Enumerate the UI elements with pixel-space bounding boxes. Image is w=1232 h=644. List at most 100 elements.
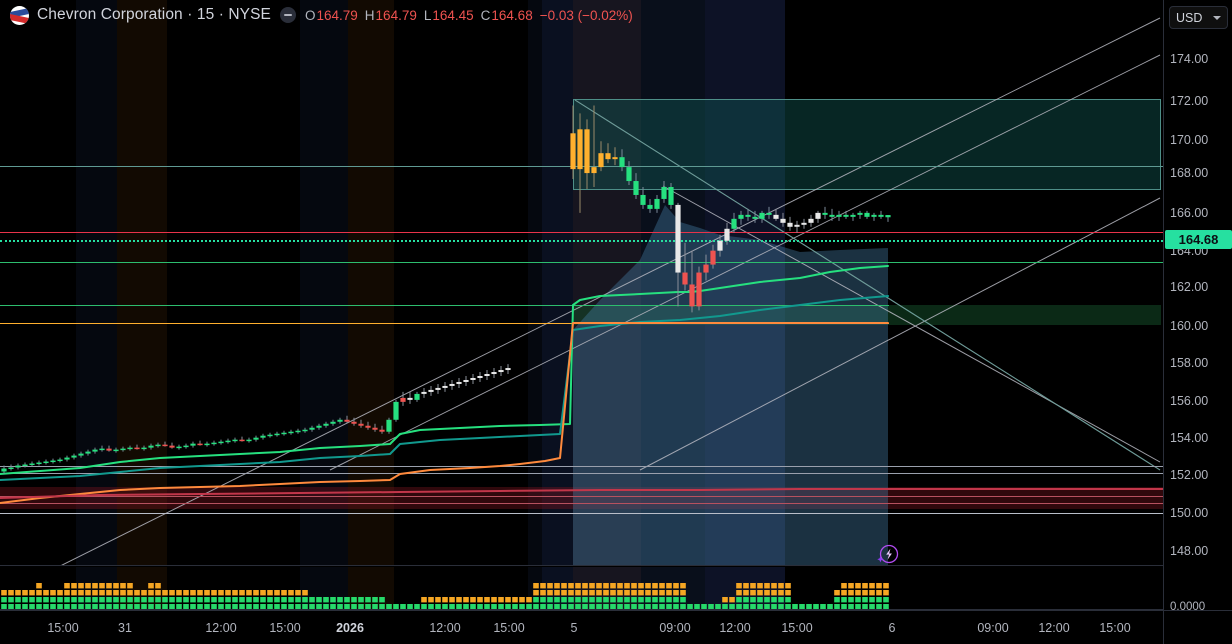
pivot-line-grey-2[interactable] [0,473,1163,474]
candle[interactable] [64,455,70,462]
candle[interactable] [92,447,98,454]
candle[interactable] [113,447,119,453]
candle[interactable] [162,441,168,447]
candle[interactable] [836,210,842,221]
candle[interactable] [1,465,7,474]
candle[interactable] [120,446,126,452]
candle[interactable] [745,208,751,221]
candle[interactable] [351,417,357,426]
candle[interactable] [724,222,730,245]
candle[interactable] [204,441,210,447]
candle[interactable] [8,464,14,471]
candle[interactable] [591,105,597,188]
volume-pane[interactable] [0,567,1163,610]
pivot-line-pink-2[interactable] [0,503,1163,504]
candle[interactable] [682,242,688,291]
candle[interactable] [470,374,476,384]
candle[interactable] [22,462,28,468]
candle[interactable] [295,428,301,434]
candle[interactable] [169,442,175,449]
candle[interactable] [570,105,576,180]
candlestick-series[interactable] [0,0,1163,565]
candle[interactable] [843,210,849,219]
candle[interactable] [759,210,765,223]
orange-level-line[interactable] [0,323,889,324]
pivot-line-white[interactable] [0,513,1163,514]
candle[interactable] [626,161,632,186]
candle[interactable] [393,399,399,422]
candle[interactable] [99,445,105,452]
candle[interactable] [372,423,378,432]
candle[interactable] [675,202,681,307]
candle[interactable] [857,210,863,219]
candle[interactable] [808,214,814,227]
candle[interactable] [801,218,807,229]
candle[interactable] [183,443,189,449]
ai-lightning-badge[interactable] [874,543,900,565]
candle[interactable] [766,206,772,219]
candle[interactable] [850,212,856,221]
candle[interactable] [442,381,448,392]
candle[interactable] [428,385,434,396]
price-scale[interactable]: USD 174.00 172.00 170.00 168.00 166.00 164.00… [1163,0,1232,613]
candle[interactable] [36,460,42,466]
candle[interactable] [15,463,21,470]
last-price-line[interactable] [0,240,1163,242]
candle[interactable] [773,208,779,221]
candle[interactable] [864,210,870,219]
candle[interactable] [43,459,49,465]
candle[interactable] [787,216,793,231]
candle[interactable] [127,445,133,451]
currency-selector[interactable]: USD [1169,6,1228,29]
candle[interactable] [640,187,646,209]
candle[interactable] [449,379,455,390]
candle[interactable] [309,425,315,432]
candle[interactable] [78,451,84,458]
candle[interactable] [106,445,112,452]
candle[interactable] [344,415,350,423]
candle[interactable] [148,443,154,450]
candle[interactable] [414,391,420,402]
candle[interactable] [463,376,469,386]
candle[interactable] [232,437,238,443]
candle[interactable] [780,212,786,227]
candle[interactable] [267,432,273,438]
candle[interactable] [288,429,294,435]
resistance-line-red[interactable] [0,232,1163,233]
candle[interactable] [29,461,35,467]
uptrend-channel-low[interactable] [639,197,1161,471]
candle[interactable] [435,383,441,394]
candle[interactable] [386,417,392,434]
candle[interactable] [505,364,511,375]
candle[interactable] [717,234,723,257]
candle[interactable] [612,147,618,166]
candle[interactable] [323,421,329,428]
candle[interactable] [421,387,427,398]
candle[interactable] [358,419,364,428]
candle[interactable] [379,425,385,434]
candle[interactable] [703,254,709,281]
candle[interactable] [598,141,604,172]
candle[interactable] [822,206,828,219]
candle[interactable] [633,173,639,199]
candle[interactable] [281,430,287,436]
pivot-line-pink-1[interactable] [0,496,1163,497]
candle[interactable] [365,421,371,430]
candle[interactable] [85,449,91,456]
candle[interactable] [190,441,196,448]
candle[interactable] [197,440,203,446]
candle[interactable] [689,250,695,313]
candle[interactable] [647,198,653,213]
candle[interactable] [878,210,884,219]
candle[interactable] [57,457,63,463]
candle[interactable] [330,419,336,426]
candle[interactable] [661,181,667,203]
candle[interactable] [253,435,259,442]
mid-support-zone[interactable] [573,305,1161,325]
candle[interactable] [176,444,182,450]
candle[interactable] [584,119,590,189]
candle[interactable] [484,370,490,380]
candle[interactable] [577,113,583,213]
candle[interactable] [738,210,744,225]
candle[interactable] [316,423,322,430]
